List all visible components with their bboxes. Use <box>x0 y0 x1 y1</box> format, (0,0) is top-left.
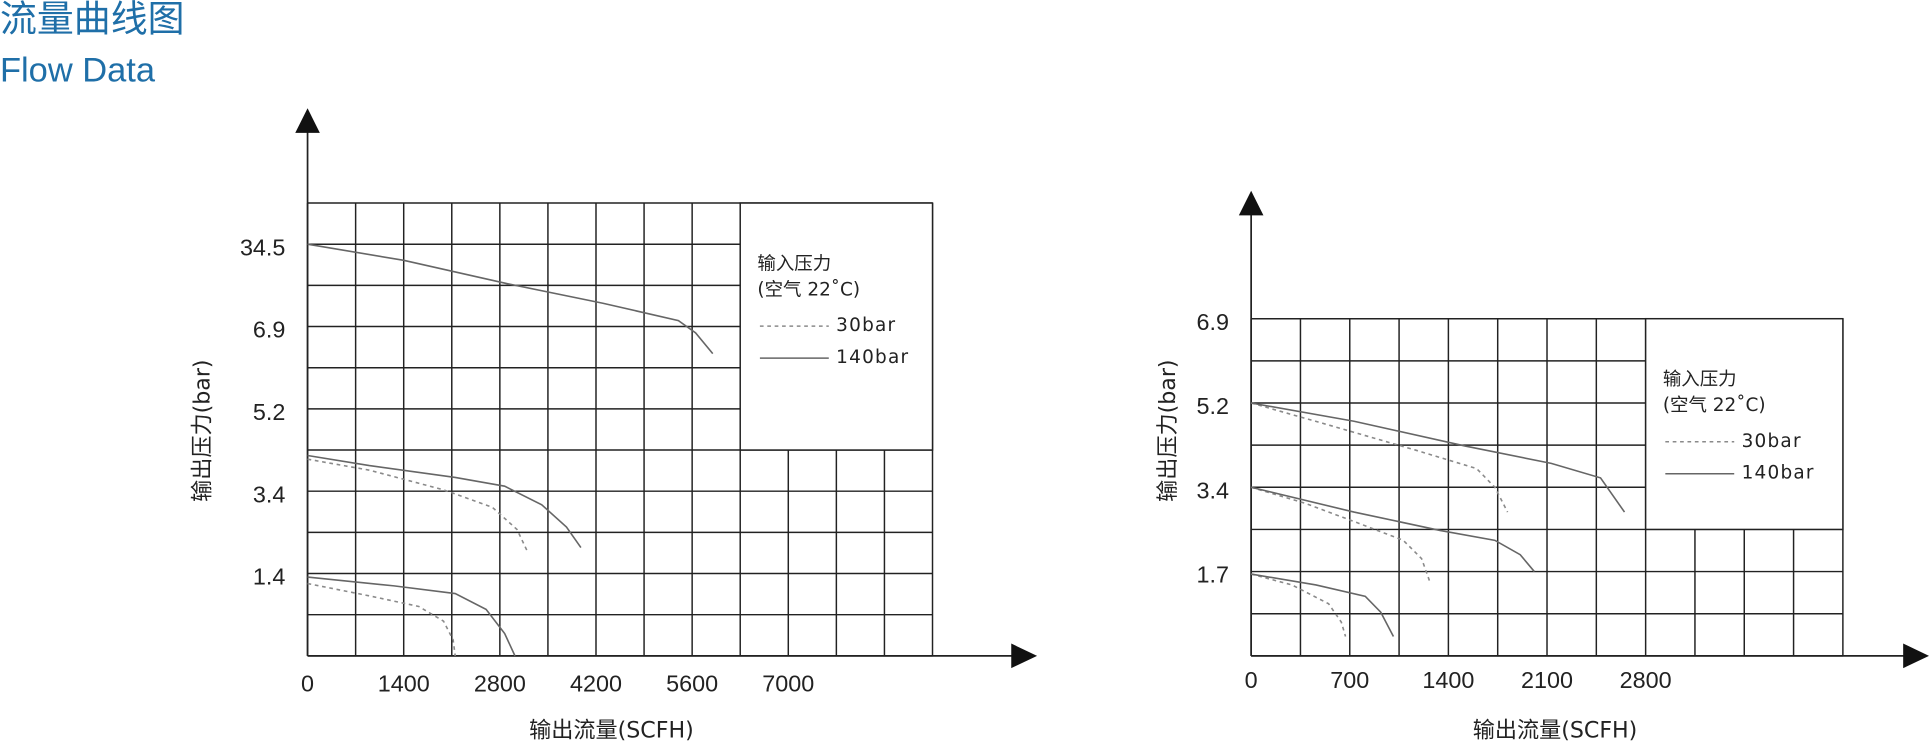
flow-curve <box>1251 573 1395 637</box>
y-tick-label: 5.2 <box>253 399 285 425</box>
x-tick-label: 1400 <box>1422 667 1474 693</box>
y-tick-label: 1.7 <box>1197 562 1229 588</box>
flow-curve <box>307 576 516 657</box>
x-tick-label: 0 <box>301 671 314 697</box>
flow-curve <box>307 582 457 656</box>
y-axis-label: 输出压力(bar) <box>189 359 215 501</box>
legend-box <box>739 202 934 451</box>
y-tick-label: 6.9 <box>253 317 285 343</box>
flow-curve <box>1250 402 1509 513</box>
legend-label: 30bar <box>1742 431 1802 452</box>
legend-box <box>1644 317 1844 531</box>
x-tick-label: 2800 <box>474 671 526 697</box>
x-tick-label: 700 <box>1330 667 1369 693</box>
x-tick-label: 2800 <box>1620 667 1672 693</box>
legend-label: 30bar <box>836 315 896 336</box>
x-tick-label: 2100 <box>1521 667 1573 693</box>
legend-subtitle: (空气 22˚C) <box>757 279 860 300</box>
legend-title: 输入压力 <box>757 254 831 275</box>
y-tick-label: 3.4 <box>1197 477 1229 503</box>
y-tick-label: 3.4 <box>253 481 285 507</box>
legend-label: 140bar <box>1742 463 1815 484</box>
flow-curve <box>1250 573 1347 637</box>
x-tick-label: 1400 <box>378 671 430 697</box>
page-subtitle: Flow Data <box>0 52 156 90</box>
x-tick-label: 4200 <box>570 671 622 697</box>
y-tick-label: 34.5 <box>240 234 285 260</box>
legend-subtitle: (空气 22˚C) <box>1663 395 1766 416</box>
y-tick-label: 6.9 <box>1197 309 1229 335</box>
y-tick-label: 1.4 <box>253 564 285 590</box>
flow-curve <box>1250 486 1535 573</box>
x-tick-label: 5600 <box>666 671 718 697</box>
legend-title: 输入压力 <box>1663 369 1737 390</box>
y-axis-arrow <box>295 108 320 133</box>
page-title: 流量曲线图 <box>0 0 185 40</box>
flow-curve <box>307 243 714 355</box>
flow-curve <box>1251 402 1626 513</box>
flow-curve <box>1250 486 1431 583</box>
flow-curve <box>307 458 529 552</box>
y-axis-arrow <box>1238 190 1264 216</box>
x-axis-arrow <box>1903 643 1929 669</box>
y-tick-label: 5.2 <box>1197 393 1229 419</box>
x-tick-label: 7000 <box>762 671 814 697</box>
x-axis-arrow <box>1011 643 1038 669</box>
flow-curve <box>307 454 582 549</box>
x-axis-label: 输出流量(SCFH) <box>1473 717 1638 742</box>
x-axis-label: 输出流量(SCFH) <box>529 717 694 742</box>
y-axis-label: 输出压力(bar) <box>1155 359 1181 501</box>
x-tick-label: 0 <box>1245 667 1258 693</box>
legend-label: 140bar <box>836 347 909 368</box>
